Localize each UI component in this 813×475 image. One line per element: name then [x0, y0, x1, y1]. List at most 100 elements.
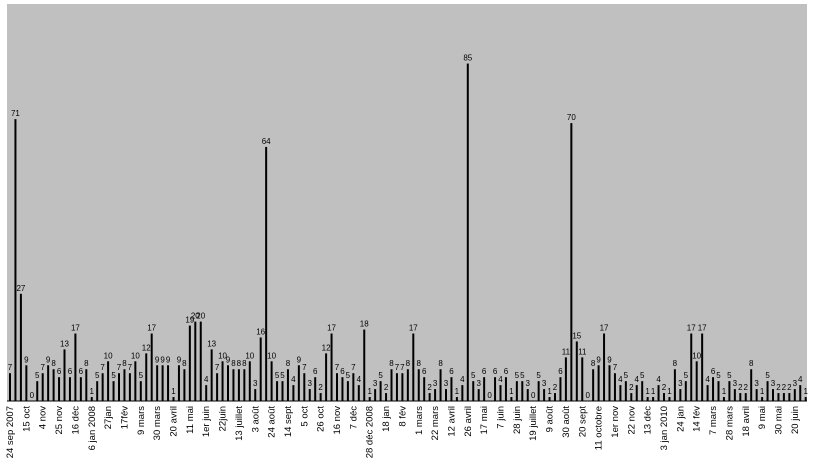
- data-label: 8: [231, 359, 236, 368]
- bar: [466, 63, 469, 402]
- data-label: 0: [531, 391, 536, 400]
- bar: [134, 361, 137, 401]
- x-tick-label: 5 oct: [299, 406, 310, 427]
- bar: [107, 361, 110, 401]
- x-tick-label: 24 août: [267, 406, 278, 438]
- data-label: 27: [16, 284, 25, 293]
- bar: [695, 361, 698, 401]
- data-label: 5: [536, 371, 541, 380]
- data-label: 9: [24, 355, 29, 364]
- data-label: 16: [256, 327, 265, 336]
- data-label: 1: [803, 387, 808, 396]
- x-tick-label: 7 mars: [708, 406, 719, 435]
- x-tick-label: 9 mars: [136, 406, 147, 435]
- bar: [543, 389, 546, 401]
- bar: [286, 369, 289, 401]
- data-label: 5: [684, 371, 689, 380]
- data-label: 7: [117, 363, 122, 372]
- x-tick-label: 7 déc: [348, 406, 359, 429]
- data-label: 3: [754, 379, 759, 388]
- bar: [641, 381, 644, 401]
- bar: [96, 381, 99, 401]
- bar: [761, 397, 764, 401]
- x-tick-label: 26 oct: [316, 406, 327, 432]
- data-label: 8: [242, 359, 247, 368]
- x-tick-label: 9 août: [545, 406, 556, 433]
- data-label: 70: [567, 113, 576, 122]
- bar: [248, 361, 251, 401]
- bar: [515, 381, 518, 401]
- data-label: 4: [204, 375, 209, 384]
- data-label: 5: [275, 371, 280, 380]
- bar: [461, 385, 464, 401]
- data-label: 17: [327, 324, 336, 333]
- bar: [679, 389, 682, 401]
- bar: [346, 381, 349, 401]
- x-tick-label: 7 juin: [496, 406, 507, 429]
- x-tick-label: 22 mars: [430, 406, 441, 441]
- bar: [684, 381, 687, 401]
- bar: [128, 373, 131, 401]
- bar: [41, 373, 44, 401]
- data-label: 13: [207, 339, 216, 348]
- x-tick-label: 14 fév: [692, 406, 703, 432]
- data-label: 5: [35, 371, 40, 380]
- bar: [559, 377, 562, 401]
- data-label: 7: [400, 363, 405, 372]
- data-label: 8: [84, 359, 89, 368]
- x-tick-label: 27jan: [103, 406, 114, 429]
- data-label: 9: [46, 355, 51, 364]
- bar: [401, 373, 404, 401]
- bar: [554, 393, 556, 401]
- x-tick-label: 3 jan 2010: [659, 406, 670, 450]
- bar: [766, 381, 769, 401]
- data-label: 5: [280, 371, 285, 380]
- data-label: 7: [351, 363, 356, 372]
- data-label: 17: [687, 324, 696, 333]
- bar: [118, 373, 120, 401]
- bar: [314, 377, 317, 401]
- x-tick-label: 11 octobre: [594, 406, 605, 450]
- bar: [635, 385, 638, 401]
- data-label: 5: [346, 371, 351, 380]
- bar: [701, 333, 704, 401]
- x-tick-label: 30 mai: [773, 406, 784, 435]
- bar: [472, 381, 475, 401]
- bar: [63, 349, 66, 401]
- bars-group: [9, 63, 807, 402]
- x-tick-label: 13 juillet: [234, 406, 245, 441]
- x-tick-label: 19 juillet: [528, 406, 539, 441]
- data-label: 2: [662, 383, 667, 392]
- bar: [177, 365, 180, 401]
- bar: [395, 373, 398, 401]
- bar: [374, 389, 377, 401]
- bar: [390, 369, 393, 401]
- data-label: 1: [667, 387, 672, 396]
- data-label: 9: [297, 355, 302, 364]
- bar: [292, 385, 295, 401]
- data-label: 5: [471, 371, 476, 380]
- bar: [706, 385, 709, 401]
- data-label: 5: [111, 371, 116, 380]
- bar: [188, 325, 191, 401]
- bar: [477, 389, 480, 401]
- bar: [570, 123, 573, 401]
- bar: [804, 397, 807, 401]
- bar: [336, 373, 338, 401]
- data-label: 4: [656, 375, 661, 384]
- data-label: 4: [798, 375, 803, 384]
- bar: [254, 389, 257, 401]
- data-label: 12: [142, 343, 151, 352]
- bar: [673, 369, 676, 401]
- bar: [368, 397, 371, 401]
- bar: [308, 389, 311, 401]
- bar: [14, 119, 17, 401]
- bar: [297, 365, 300, 401]
- bar: [270, 361, 273, 401]
- data-label: 6: [449, 367, 454, 376]
- bar: [450, 377, 453, 401]
- data-label: 85: [463, 54, 472, 63]
- data-label: 7: [128, 363, 133, 372]
- bar: [325, 353, 328, 401]
- bar: [646, 397, 649, 401]
